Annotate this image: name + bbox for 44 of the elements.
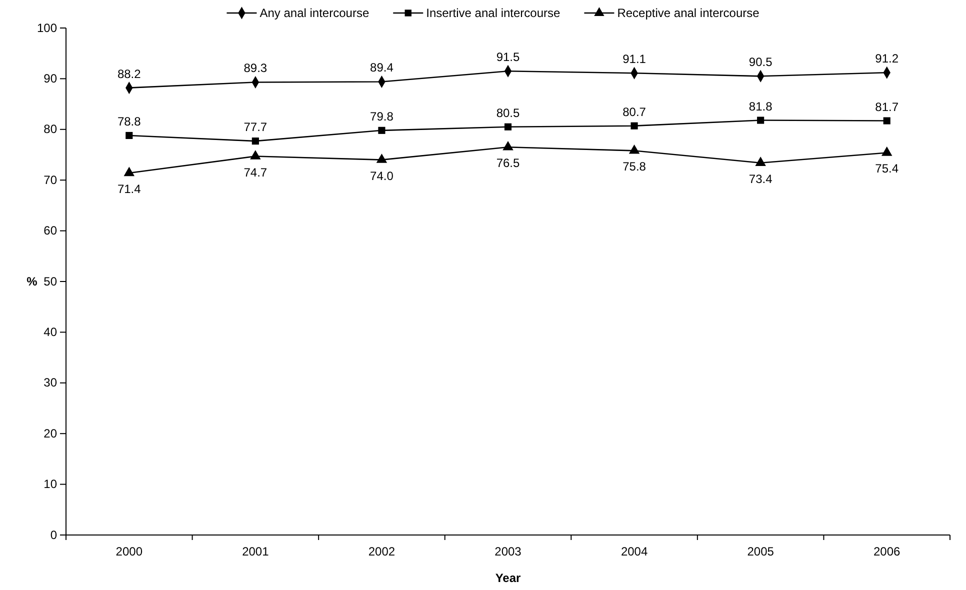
- data-label: 80.7: [622, 104, 646, 119]
- data-label: 71.4: [117, 182, 142, 196]
- legend-label: Receptive anal intercourse: [617, 6, 760, 20]
- x-axis-title: Year: [495, 571, 522, 585]
- data-label: 88.2: [117, 66, 142, 81]
- data-label: 81.7: [875, 100, 899, 114]
- data-label: 75.4: [875, 162, 899, 176]
- y-tick-label: 90: [44, 72, 58, 86]
- y-tick-label: 70: [44, 172, 58, 187]
- data-label: 73.4: [748, 172, 773, 186]
- y-tick-label: 30: [44, 376, 58, 390]
- data-label: 75.8: [622, 160, 646, 174]
- data-label: 90.5: [748, 55, 773, 70]
- data-label: 91.1: [622, 52, 646, 66]
- x-tick-label: 2000: [116, 544, 143, 559]
- legend-label: Any anal intercourse: [260, 6, 370, 20]
- legend-label: Insertive anal intercourse: [426, 6, 561, 20]
- y-tick-label: 80: [44, 122, 58, 136]
- y-tick-label: 50: [44, 274, 58, 288]
- x-tick-label: 2001: [242, 544, 270, 559]
- data-label: 89.4: [370, 60, 394, 75]
- x-tick-label: 2005: [747, 544, 774, 559]
- data-label: 78.8: [117, 114, 142, 128]
- data-label: 74.0: [370, 168, 394, 183]
- x-tick-label: 2003: [494, 544, 522, 559]
- y-tick-label: 10: [44, 477, 58, 492]
- data-label: 89.3: [244, 61, 268, 76]
- data-label: 76.5: [496, 156, 520, 170]
- x-tick-label: 2006: [874, 544, 901, 559]
- x-tick-label: 2002: [368, 544, 396, 559]
- y-tick-label: 60: [44, 224, 58, 238]
- data-label: 80.5: [496, 106, 520, 120]
- y-tick-label: 40: [44, 325, 58, 340]
- data-label: 74.7: [244, 165, 268, 180]
- y-tick-label: 0: [50, 528, 58, 542]
- data-label: 79.8: [370, 109, 394, 124]
- data-label: 91.2: [875, 52, 899, 66]
- data-label: 77.7: [244, 120, 268, 134]
- y-tick-label: 100: [36, 20, 58, 35]
- x-tick-label: 2004: [620, 544, 648, 559]
- y-tick-label: 20: [44, 426, 58, 440]
- y-axis-title: %: [26, 274, 38, 288]
- data-label: 81.8: [748, 99, 773, 114]
- data-label: 91.5: [496, 50, 520, 64]
